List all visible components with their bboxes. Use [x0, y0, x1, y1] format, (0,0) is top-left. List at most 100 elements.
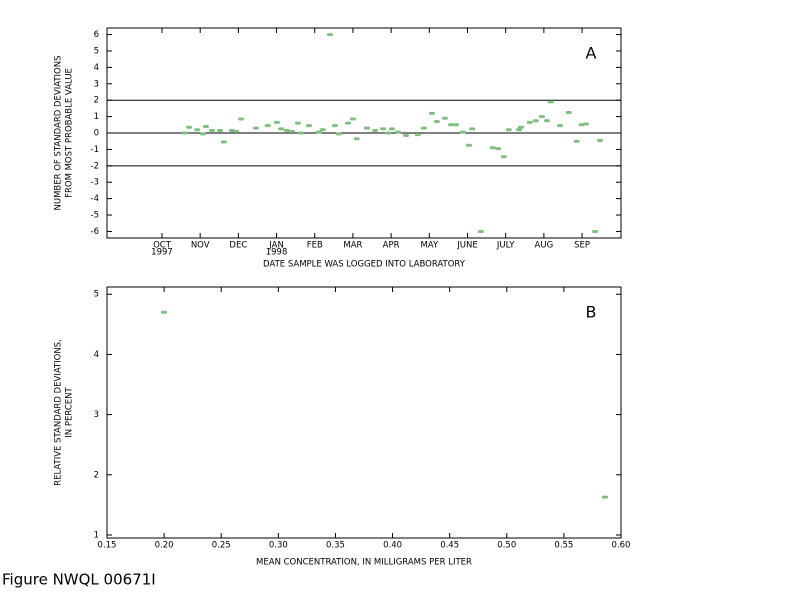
data-point	[315, 130, 322, 134]
data-point	[372, 129, 379, 133]
y-axis-title: IN PERCENT	[65, 386, 75, 437]
data-point	[602, 495, 609, 499]
data-point	[319, 128, 326, 132]
x-tick-label: 0.35	[326, 541, 345, 551]
y-tick-label: 2	[94, 96, 99, 106]
data-point	[441, 116, 448, 120]
y-tick-label: -1	[91, 145, 99, 155]
data-point	[233, 129, 240, 133]
y-tick-label: 0	[94, 129, 99, 139]
y-tick-label: 4	[94, 350, 99, 360]
x-tick-label: 0.55	[554, 541, 573, 551]
data-point	[394, 130, 401, 134]
data-point	[273, 120, 280, 124]
data-point	[335, 132, 342, 136]
data-point	[428, 111, 435, 115]
data-point	[217, 129, 224, 133]
data-point	[288, 129, 295, 133]
x-tick-label: SEP	[574, 241, 590, 251]
data-point	[327, 33, 334, 37]
data-point	[596, 138, 603, 142]
y-axis-title: NUMBER OF STANDARD DEVIATIONS	[54, 55, 64, 210]
data-point	[353, 137, 360, 141]
x-tick-label: FEB	[307, 241, 323, 251]
y-tick-label: 3	[94, 79, 99, 89]
data-point	[331, 124, 338, 128]
data-point	[364, 126, 371, 130]
data-point	[477, 229, 484, 233]
x-tick-label: JULY	[496, 241, 515, 251]
data-point	[500, 155, 507, 159]
data-point	[403, 133, 410, 137]
y-tick-label: 1	[94, 530, 99, 540]
data-point	[516, 128, 523, 132]
y-tick-label: 2	[94, 470, 99, 480]
y-tick-label: -5	[91, 211, 99, 221]
data-point	[306, 124, 313, 128]
panel-label: B	[586, 303, 597, 322]
x-tick-label: 0.25	[212, 541, 231, 551]
data-point	[186, 125, 193, 129]
y-axis-title: RELATIVE STANDARD DEVIATIONS,	[54, 339, 64, 486]
x-tick-label: APR	[383, 241, 400, 251]
y-tick-label: -3	[91, 178, 99, 188]
data-point	[220, 140, 227, 144]
data-point	[592, 229, 599, 233]
data-point	[283, 129, 290, 133]
data-point	[294, 121, 301, 125]
data-point	[349, 117, 356, 121]
y-axis-title: FROM MOST PROBABLE VALUE	[65, 68, 75, 198]
y-tick-label: 6	[94, 30, 99, 40]
y-tick-label: 5	[94, 290, 99, 300]
x-axis-title: DATE SAMPLE WAS LOGGED INTO LABORATORY	[263, 260, 466, 270]
data-point	[202, 124, 209, 128]
data-point	[199, 132, 206, 136]
x-tick-label: MAR	[343, 241, 362, 251]
data-point	[459, 130, 466, 134]
year-label: 1998	[266, 248, 288, 258]
data-point	[453, 123, 460, 127]
x-tick-label: 0.60	[612, 541, 631, 551]
plot-frame	[106, 286, 622, 539]
data-point	[194, 128, 201, 132]
data-point	[505, 128, 512, 132]
x-tick-label: AUG	[535, 241, 554, 251]
data-point	[517, 125, 524, 129]
data-point	[380, 127, 387, 131]
data-point	[573, 139, 580, 143]
data-point	[414, 133, 421, 137]
x-tick-label: 0.40	[383, 541, 402, 551]
x-tick-label: 0.15	[98, 541, 117, 551]
x-tick-label: 0.45	[440, 541, 459, 551]
data-point	[556, 124, 563, 128]
data-point	[489, 146, 496, 150]
y-tick-label: -2	[91, 161, 99, 171]
data-point	[466, 143, 473, 147]
data-point	[565, 110, 572, 114]
x-tick-label: OCT	[153, 241, 172, 251]
y-tick-label: 5	[94, 46, 99, 56]
x-tick-label: MAY	[420, 241, 438, 251]
footer: Figure NWQL 00671I	[2, 571, 156, 589]
x-axis-title: MEAN CONCENTRATION, IN MILLIGRAMS PER LI…	[256, 558, 472, 568]
data-point	[526, 120, 533, 124]
x-tick-label: 0.30	[269, 541, 288, 551]
y-tick-label: -4	[91, 194, 99, 204]
data-point	[420, 126, 427, 130]
y-tick-label: -6	[91, 227, 99, 237]
data-point	[469, 127, 476, 131]
y-tick-label: 4	[94, 63, 99, 73]
data-point	[297, 131, 304, 135]
panel-label: A	[586, 44, 597, 63]
y-tick-label: 1	[94, 112, 99, 122]
data-point	[532, 119, 539, 123]
data-point	[278, 127, 285, 131]
data-point	[538, 115, 545, 119]
data-point	[209, 129, 216, 133]
x-tick-label: 0.20	[155, 541, 174, 551]
data-point	[543, 119, 550, 123]
data-point	[344, 121, 351, 125]
data-point	[238, 117, 245, 121]
x-tick-label: DEC	[229, 241, 247, 251]
